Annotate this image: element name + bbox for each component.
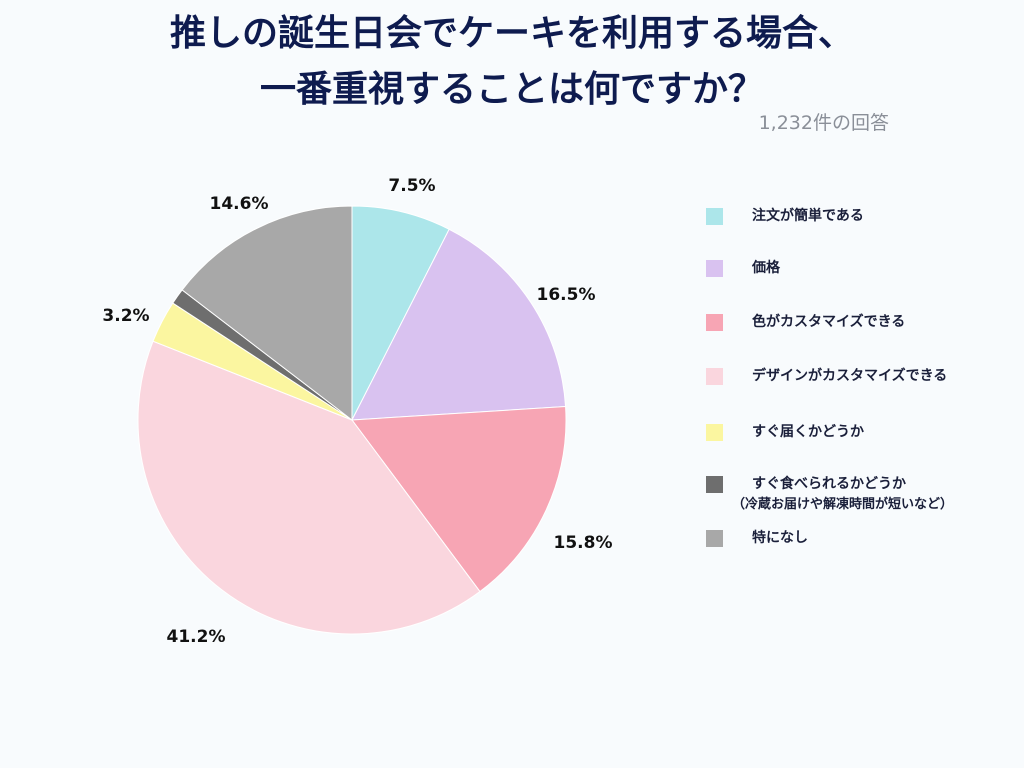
legend-swatch: [706, 368, 723, 385]
pie-data-label: 14.6%: [210, 194, 269, 214]
pie-data-label: 15.8%: [554, 533, 613, 553]
legend-label: 特になし: [752, 530, 808, 546]
legend-swatch: [706, 476, 723, 493]
legend-swatch: [706, 260, 723, 277]
pie-slice: [181, 205, 353, 422]
legend-label: すぐ届くかどうか: [752, 424, 864, 440]
legend-swatch: [706, 424, 723, 441]
pie-slice: [351, 406, 567, 593]
pie-slice: [137, 340, 481, 635]
legend-swatch: [706, 208, 723, 225]
legend-swatch: [706, 314, 723, 331]
chart-title-line-2: 一番重視することは何ですか？: [259, 69, 764, 110]
legend-label: 色がカスタマイズできる: [752, 314, 906, 330]
pie-data-label: 3.2%: [102, 306, 149, 326]
legend-swatch: [706, 530, 723, 547]
legend-label: すぐ食べられるかどうか: [752, 476, 906, 492]
legend-label: デザインがカスタマイズできる: [752, 368, 948, 384]
legend-label: 価格: [752, 260, 780, 276]
pie-data-label: 41.2%: [167, 627, 226, 647]
pie-slice: [351, 205, 450, 421]
chart-title: 推しの誕生日会でケーキを利用する場合、 一番重視することは何ですか？: [0, 6, 1024, 118]
legend-sublabel: （冷蔵お届けや解凍時間が短いなど）: [732, 497, 954, 512]
pie-data-label: 7.5%: [388, 176, 435, 196]
legend-label: 注文が簡単である: [752, 208, 864, 224]
response-count: 1,232件の回答: [758, 112, 889, 134]
pie-data-label: 16.5%: [537, 285, 596, 305]
pie-slice: [351, 228, 567, 421]
chart-title-line-1: 推しの誕生日会でケーキを利用する場合、: [169, 13, 854, 54]
